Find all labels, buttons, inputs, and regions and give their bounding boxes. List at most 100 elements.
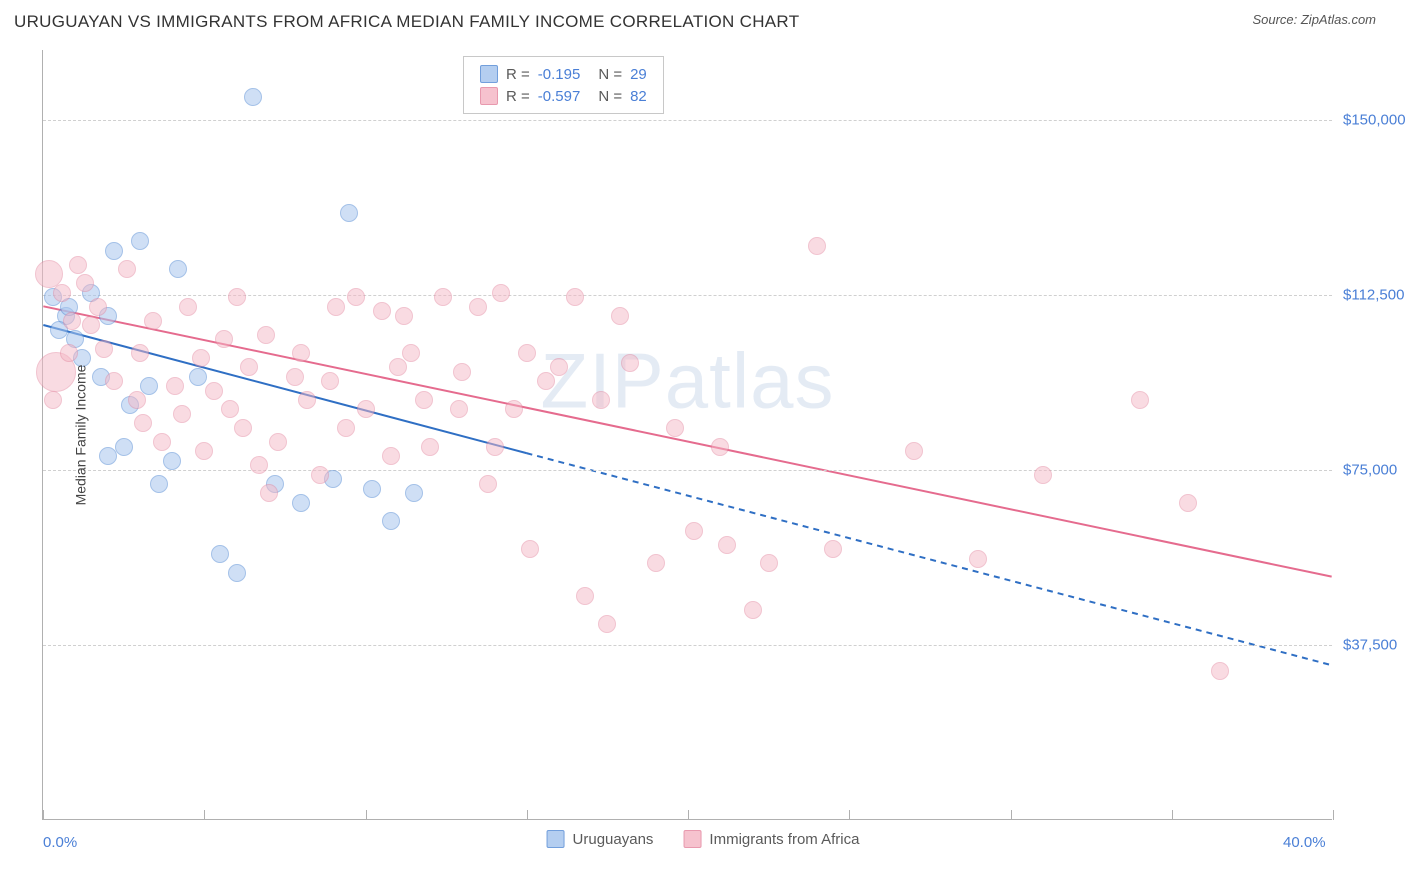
data-point bbox=[150, 475, 168, 493]
data-point bbox=[292, 494, 310, 512]
data-point bbox=[244, 88, 262, 106]
data-point bbox=[76, 274, 94, 292]
data-point bbox=[228, 564, 246, 582]
x-tick bbox=[688, 810, 689, 820]
data-point bbox=[234, 419, 252, 437]
data-point bbox=[492, 284, 510, 302]
data-point bbox=[566, 288, 584, 306]
data-point bbox=[395, 307, 413, 325]
legend-item: Uruguayans bbox=[547, 830, 654, 848]
data-point bbox=[760, 554, 778, 572]
y-tick-label: $75,000 bbox=[1343, 462, 1397, 479]
data-point bbox=[140, 377, 158, 395]
data-point bbox=[115, 438, 133, 456]
data-point bbox=[521, 540, 539, 558]
data-point bbox=[685, 522, 703, 540]
plot-region: ZIPatlas R = -0.195N = 29R = -0.597N = 8… bbox=[42, 50, 1332, 820]
legend-label: Immigrants from Africa bbox=[709, 831, 859, 848]
data-point bbox=[153, 433, 171, 451]
data-point bbox=[611, 307, 629, 325]
source-attribution: Source: ZipAtlas.com bbox=[1252, 12, 1376, 27]
data-point bbox=[82, 316, 100, 334]
data-point bbox=[340, 204, 358, 222]
watermark-text: ZIPatlas bbox=[540, 335, 834, 426]
stat-r-value: -0.597 bbox=[538, 88, 581, 105]
x-tick bbox=[1011, 810, 1012, 820]
x-end-label: 40.0% bbox=[1283, 834, 1326, 851]
data-point bbox=[486, 438, 504, 456]
data-point bbox=[389, 358, 407, 376]
x-tick bbox=[43, 810, 44, 820]
data-point bbox=[824, 540, 842, 558]
data-point bbox=[215, 330, 233, 348]
data-point bbox=[337, 419, 355, 437]
y-gridline bbox=[43, 120, 1332, 121]
y-axis-title: Median Family Income bbox=[72, 365, 88, 506]
data-point bbox=[228, 288, 246, 306]
data-point bbox=[550, 358, 568, 376]
data-point bbox=[260, 484, 278, 502]
data-point bbox=[905, 442, 923, 460]
x-start-label: 0.0% bbox=[43, 834, 77, 851]
r-n-stats-box: R = -0.195N = 29R = -0.597N = 82 bbox=[463, 56, 664, 114]
data-point bbox=[711, 438, 729, 456]
data-point bbox=[53, 284, 71, 302]
y-tick-label: $150,000 bbox=[1343, 112, 1406, 129]
stat-r-label: R = bbox=[506, 66, 530, 83]
data-point bbox=[166, 377, 184, 395]
legend-item: Immigrants from Africa bbox=[683, 830, 859, 848]
data-point bbox=[95, 340, 113, 358]
data-point bbox=[286, 368, 304, 386]
data-point bbox=[718, 536, 736, 554]
stat-n-value: 29 bbox=[630, 66, 647, 83]
chart-title: URUGUAYAN VS IMMIGRANTS FROM AFRICA MEDI… bbox=[14, 12, 799, 32]
data-point bbox=[240, 358, 258, 376]
data-point bbox=[1211, 662, 1229, 680]
data-point bbox=[195, 442, 213, 460]
stats-row: R = -0.597N = 82 bbox=[480, 85, 647, 107]
data-point bbox=[518, 344, 536, 362]
data-point bbox=[60, 344, 78, 362]
data-point bbox=[189, 368, 207, 386]
data-point bbox=[1179, 494, 1197, 512]
data-point bbox=[131, 344, 149, 362]
data-point bbox=[192, 349, 210, 367]
data-point bbox=[357, 400, 375, 418]
data-point bbox=[505, 400, 523, 418]
data-point bbox=[298, 391, 316, 409]
stats-row: R = -0.195N = 29 bbox=[480, 63, 647, 85]
data-point bbox=[131, 232, 149, 250]
data-point bbox=[118, 260, 136, 278]
legend-swatch bbox=[683, 830, 701, 848]
y-tick-label: $37,500 bbox=[1343, 637, 1397, 654]
legend-label: Uruguayans bbox=[573, 831, 654, 848]
data-point bbox=[179, 298, 197, 316]
data-point bbox=[1131, 391, 1149, 409]
data-point bbox=[415, 391, 433, 409]
x-tick bbox=[366, 810, 367, 820]
data-point bbox=[327, 298, 345, 316]
data-point bbox=[1034, 466, 1052, 484]
data-point bbox=[402, 344, 420, 362]
x-tick bbox=[1172, 810, 1173, 820]
data-point bbox=[592, 391, 610, 409]
y-gridline bbox=[43, 470, 1332, 471]
data-point bbox=[134, 414, 152, 432]
data-point bbox=[621, 354, 639, 372]
data-point bbox=[647, 554, 665, 572]
x-tick bbox=[527, 810, 528, 820]
data-point bbox=[221, 400, 239, 418]
data-point bbox=[211, 545, 229, 563]
y-tick-label: $112,500 bbox=[1343, 287, 1404, 304]
data-point bbox=[363, 480, 381, 498]
data-point bbox=[250, 456, 268, 474]
data-point bbox=[105, 372, 123, 390]
stat-r-label: R = bbox=[506, 88, 530, 105]
x-tick bbox=[849, 810, 850, 820]
stat-n-label: N = bbox=[598, 66, 622, 83]
data-point bbox=[321, 372, 339, 390]
chart-area: ZIPatlas R = -0.195N = 29R = -0.597N = 8… bbox=[42, 50, 1332, 820]
data-point bbox=[269, 433, 287, 451]
data-point bbox=[469, 298, 487, 316]
data-point bbox=[421, 438, 439, 456]
